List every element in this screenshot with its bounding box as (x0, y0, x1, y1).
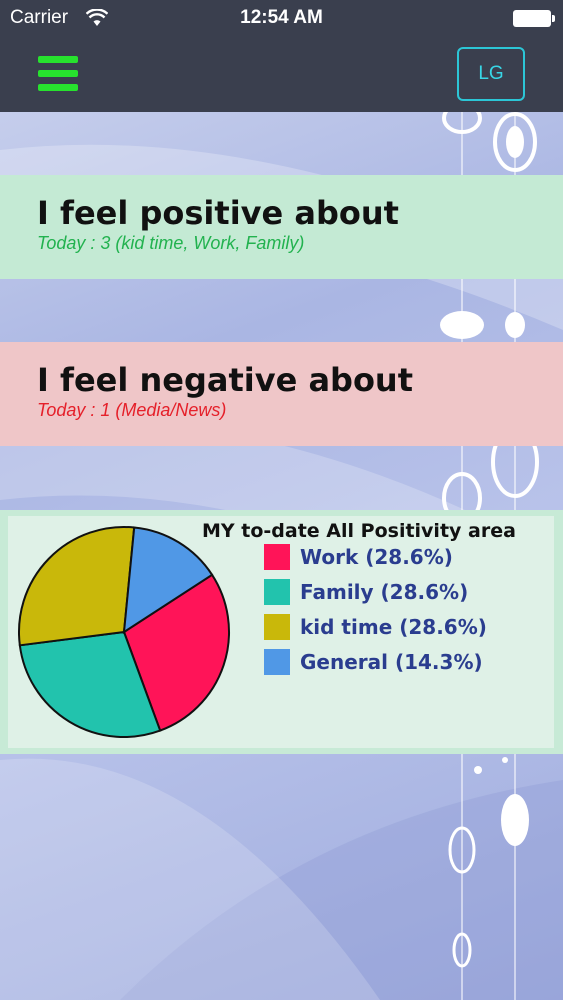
legend-label: Work (28.6%) (300, 545, 453, 569)
pie-slice-kid-time (18, 526, 136, 647)
pie-chart (18, 526, 230, 738)
lg-button[interactable]: LG (457, 47, 525, 101)
legend-swatch (264, 579, 290, 605)
legend-swatch (264, 649, 290, 675)
legend-label: General (14.3%) (300, 650, 483, 674)
carrier-label: Carrier (10, 7, 69, 28)
legend-label: kid time (28.6%) (300, 615, 487, 639)
nav-bar: LG (0, 38, 563, 112)
legend-swatch (264, 544, 290, 570)
positive-card[interactable]: I feel positive about Today : 3 (kid tim… (0, 175, 563, 279)
status-time: 12:54 AM (240, 7, 323, 28)
pie-slice-general (122, 526, 214, 634)
pie-slice-family (18, 630, 162, 738)
positive-title: I feel positive about (37, 194, 399, 232)
positive-subtitle: Today : 3 (kid time, Work, Family) (37, 233, 305, 253)
wifi-icon (86, 9, 108, 26)
negative-card[interactable]: I feel negative about Today : 1 (Media/N… (0, 342, 563, 446)
battery-icon (513, 10, 555, 27)
negative-subtitle: Today : 1 (Media/News) (37, 400, 227, 420)
pie-slice-work (122, 573, 230, 732)
status-bar: Carrier 12:54 AM (0, 0, 563, 38)
legend-label: Family (28.6%) (300, 580, 469, 604)
negative-title: I feel negative about (37, 361, 413, 399)
legend-swatch (264, 614, 290, 640)
hamburger-menu-icon[interactable] (38, 56, 78, 92)
chart-title: MY to-date All Positivity area (202, 520, 516, 542)
